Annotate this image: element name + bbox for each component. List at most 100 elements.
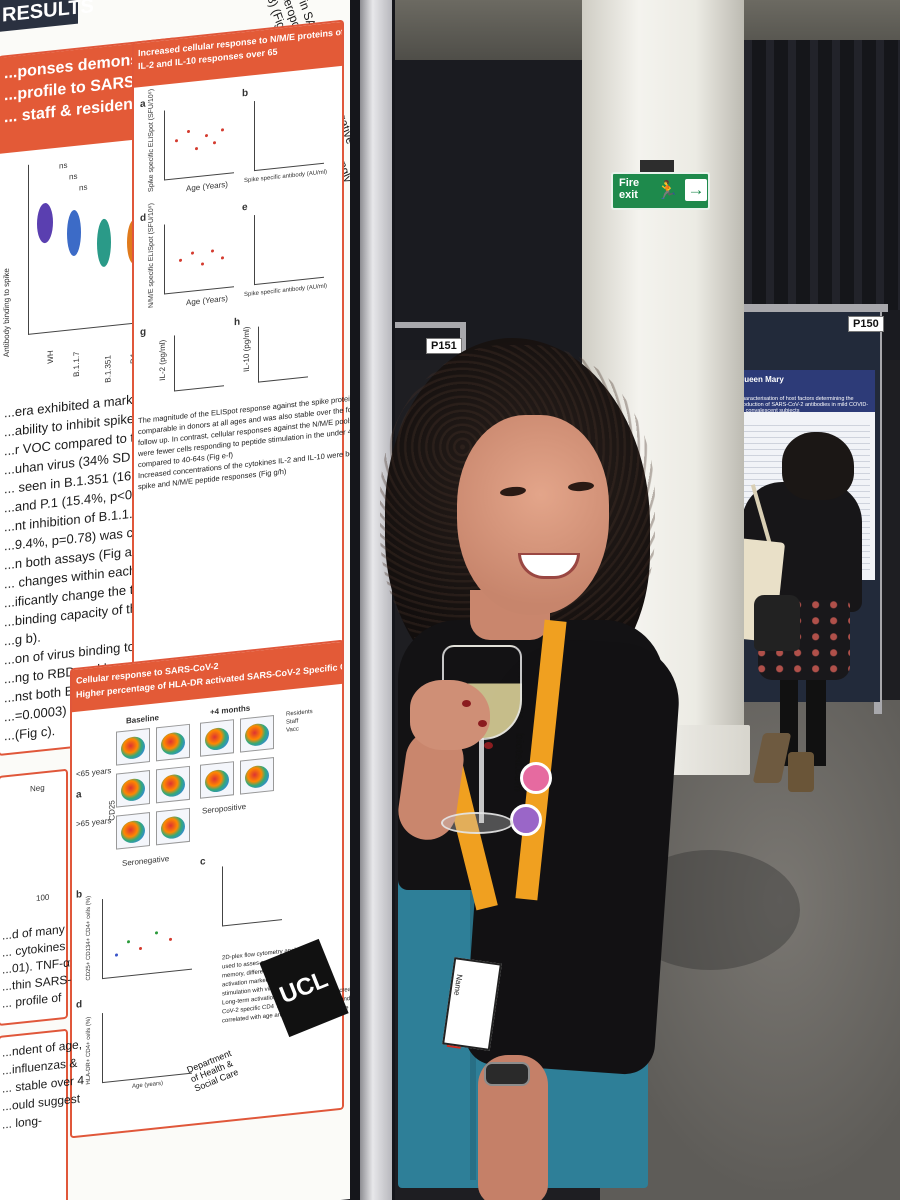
flow-plot	[156, 723, 190, 762]
right-poster-header	[735, 370, 875, 412]
x-category: WH	[46, 349, 56, 365]
purple-pin-badge	[510, 804, 542, 836]
il2-y-label: IL-2 (pg/ml)	[158, 339, 167, 382]
activation-y-label: CD25+ CD134+ CD4+ cells (%)	[86, 895, 92, 981]
nme-elispot-age-scatter	[164, 217, 234, 295]
board-tag-right: P150	[848, 316, 884, 332]
fire-exit-text: Fire exit	[619, 177, 640, 201]
conclusion-text-block: ...ndent of age, ...influenzas & ... sta…	[2, 1037, 84, 1134]
flow-plot	[200, 761, 234, 799]
arrow-right-icon: →	[685, 179, 707, 201]
panel-d-label: d	[76, 999, 83, 1011]
data-point	[221, 256, 224, 260]
data-point	[195, 146, 198, 151]
flow-plot	[156, 765, 190, 804]
running-person-icon: 🏃	[656, 180, 679, 200]
spike-antibody-x-label: Spike specific antibody (AU/ml)	[244, 169, 328, 185]
cellular-text-block: The magnitude of the ELISpot response ag…	[138, 394, 350, 492]
data-point	[155, 931, 158, 935]
activation-dot-plot	[102, 889, 192, 980]
under-65-label: <65 years	[76, 766, 112, 779]
fingernail	[462, 700, 471, 707]
flow-plot	[156, 807, 190, 846]
box-cellular-header: Increased cellular response to N/M/E pro…	[134, 21, 342, 88]
data-point	[191, 251, 194, 255]
data-point	[169, 937, 172, 942]
spike-elispot-x-label: Age (Years)	[186, 179, 228, 194]
panel-label-a: a	[140, 98, 146, 111]
nme-antibody-x-label: Spike specific antibody (AU/ml)	[244, 283, 328, 299]
il10-dot-plot	[258, 321, 308, 383]
exit-sign-mount	[640, 160, 674, 174]
nme-elispot-y-label: N/M/E specific ELISpot (SFU/10⁶)	[148, 202, 155, 309]
background-person-boot	[788, 752, 814, 792]
hand-holding-glass	[410, 680, 490, 750]
ns-label: ns	[79, 182, 88, 193]
flow-plot	[240, 714, 274, 753]
over-65-label: >65 years	[76, 816, 112, 829]
nme-elispot-x-label: Age (Years)	[186, 293, 228, 308]
data-point	[187, 129, 190, 134]
data-point	[115, 953, 118, 957]
right-poster-title: Characterisation of host factors determi…	[738, 396, 869, 414]
violin-wh	[37, 202, 53, 244]
data-point	[213, 141, 216, 145]
antibody-y-axis-label: Antibody binding to spike	[2, 267, 11, 358]
fingernail	[478, 720, 487, 727]
seropositive-label: Seropositive	[202, 801, 247, 816]
neg-label: Neg	[30, 783, 45, 794]
legend-item: Residents	[286, 708, 313, 718]
box-cytokines: Neg 100 ...d of many ... cytokines ...01…	[0, 768, 71, 1027]
panel-label-h: h	[234, 316, 241, 329]
board-tag-left: P151	[426, 338, 462, 354]
four-months-label: +4 months	[210, 703, 251, 717]
middle-board-frame	[392, 322, 466, 328]
data-point	[221, 128, 224, 132]
woman-face	[457, 415, 609, 615]
fingernail	[484, 742, 493, 749]
handbag	[754, 595, 800, 651]
panel-label-e: e	[242, 201, 248, 214]
ns-label: ns	[59, 160, 68, 171]
spike-elispot-y-label: Spike specific ELISpot (SFU/10⁶)	[148, 88, 155, 193]
fire-exit-sign: Fire exit 🏃 →	[611, 172, 710, 210]
data-point	[201, 262, 204, 266]
right-poster-logo: Queen Mary	[738, 375, 784, 384]
spike-antibody-scatter	[254, 93, 324, 172]
panel-label-g: g	[140, 326, 147, 339]
violin-b1351	[97, 218, 111, 268]
hla-dr-y-label: HLA-DR+ CD4+ cells (%)	[86, 1016, 92, 1085]
data-point	[179, 258, 182, 262]
x-category: B.1.1.7	[72, 351, 82, 378]
legend-item: Staff	[286, 718, 299, 726]
background-person-legs	[780, 676, 826, 766]
flow-plot	[200, 719, 234, 757]
panel-c-label: c	[200, 856, 206, 868]
flow-plot	[116, 770, 150, 808]
right-board-frame-top	[736, 304, 888, 312]
panel-label-d: d	[140, 212, 147, 225]
pink-pin-badge	[520, 762, 552, 794]
baseline-label: Baseline	[126, 713, 159, 726]
flow-plot	[116, 728, 150, 766]
flow-plot	[116, 812, 150, 850]
wristwatch-icon	[484, 1062, 530, 1086]
ns-label: ns	[69, 171, 78, 182]
il2-dot-plot	[174, 330, 224, 392]
flow-plot	[240, 756, 274, 795]
poster-board-edge	[360, 0, 392, 1200]
data-point	[127, 940, 130, 944]
axis-tick: 100	[36, 892, 50, 904]
spike-elispot-age-scatter	[164, 103, 234, 181]
background-person-hair	[782, 432, 854, 500]
wine-glass-stem	[479, 738, 484, 823]
x-category: B.1.351	[103, 354, 113, 384]
data-point	[175, 139, 178, 143]
data-point	[139, 946, 142, 951]
panel-label-b: b	[242, 87, 249, 100]
hla-dr-age-scatter	[102, 1003, 192, 1084]
nme-antibody-scatter	[254, 207, 324, 286]
hla-dr-x-label: Age (years)	[132, 1080, 164, 1090]
violin-b117	[67, 209, 81, 257]
